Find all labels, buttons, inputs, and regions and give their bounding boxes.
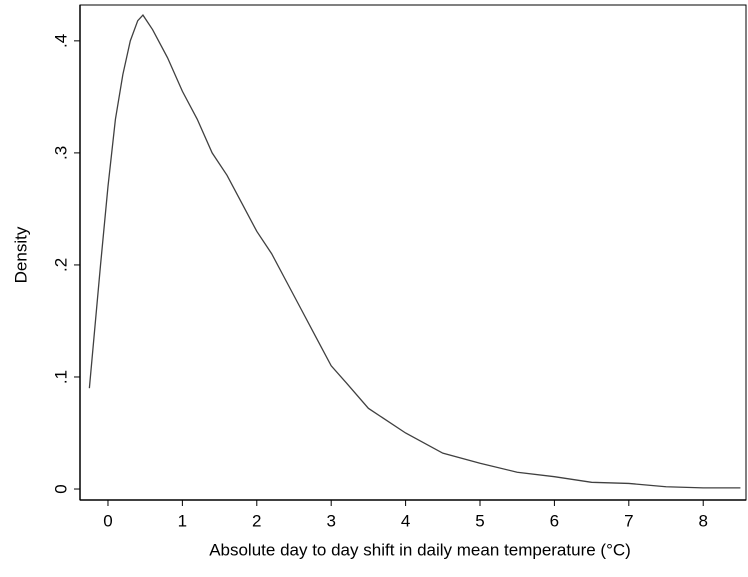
x-tick-label: 2 [252, 511, 261, 530]
x-tick-label: 3 [326, 511, 335, 530]
x-tick-label: 5 [475, 511, 484, 530]
x-tick-label: 1 [178, 511, 187, 530]
y-tick-label: .4 [51, 34, 70, 48]
x-tick-label: 0 [103, 511, 112, 530]
x-tick-label: 6 [550, 511, 559, 530]
x-tick-label: 8 [698, 511, 707, 530]
y-tick-label: .1 [51, 370, 70, 384]
y-tick-label: 0 [51, 484, 70, 493]
plot-frame [79, 4, 747, 501]
x-axis-title: Absolute day to day shift in daily mean … [209, 540, 631, 559]
x-tick-label: 4 [401, 511, 410, 530]
y-tick-label: .2 [51, 258, 70, 272]
y-axis-title: Density [11, 226, 30, 283]
y-tick-label: .3 [51, 146, 70, 160]
density-line [88, 14, 741, 489]
x-tick-label: 7 [624, 511, 633, 530]
